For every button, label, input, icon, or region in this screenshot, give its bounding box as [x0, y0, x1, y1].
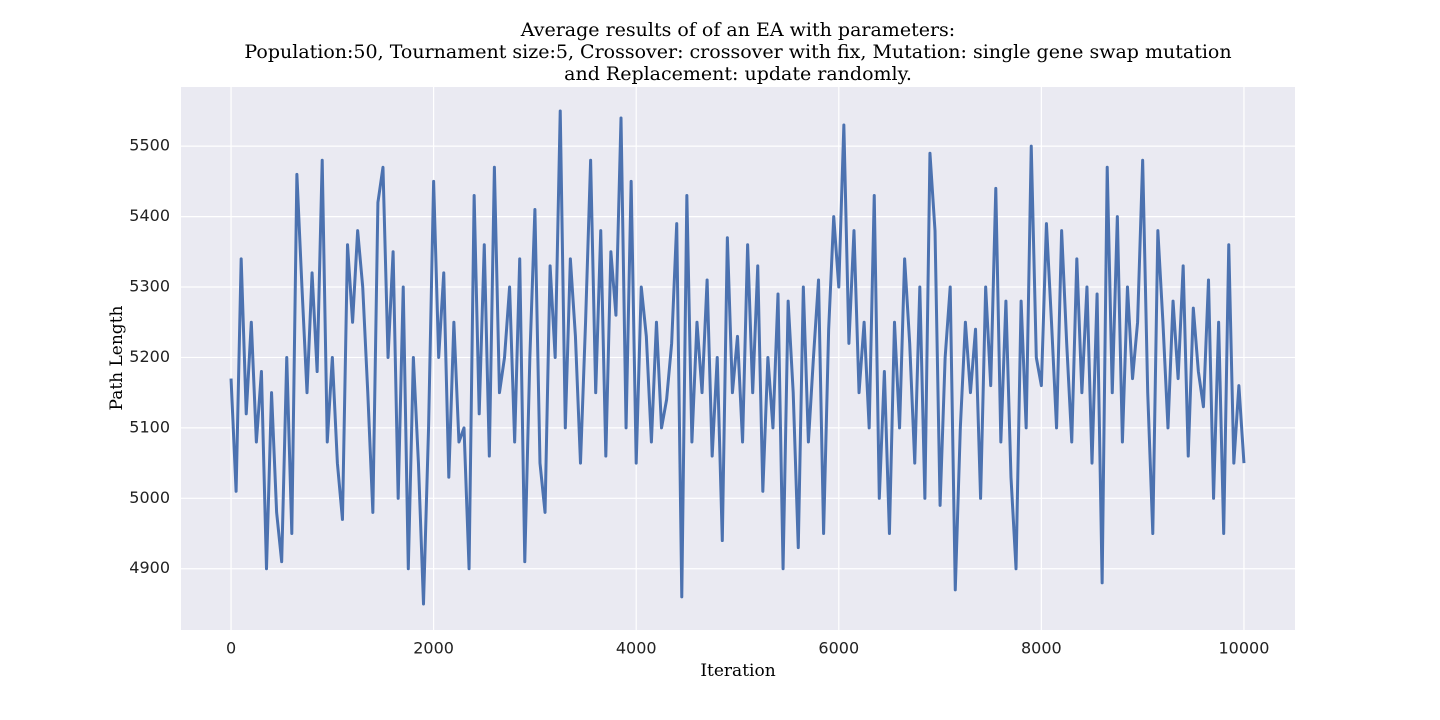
- x-tick-label: 0: [226, 639, 236, 658]
- y-tick-label: 5200: [129, 347, 170, 366]
- y-tick-label: 5300: [129, 277, 170, 296]
- title-line: Average results of of an EA with paramet…: [520, 19, 955, 41]
- x-tick-label: 6000: [818, 639, 859, 658]
- y-tick-label: 5500: [129, 136, 170, 155]
- x-tick-label: 8000: [1021, 639, 1062, 658]
- y-tick-label: 4900: [129, 558, 170, 577]
- title-line: and Replacement: update randomly.: [564, 63, 912, 85]
- y-tick-label: 5400: [129, 206, 170, 225]
- x-axis-label: Iteration: [700, 661, 775, 681]
- y-tick-label: 5000: [129, 488, 170, 507]
- x-tick-label: 2000: [413, 639, 454, 658]
- x-tick-label: 10000: [1218, 639, 1269, 658]
- data-line: [229, 109, 1246, 606]
- chart-title: Average results of of an EA with paramet…: [244, 19, 1231, 85]
- title-line: Population:50, Tournament size:5, Crosso…: [244, 41, 1231, 63]
- y-tick-label: 5100: [129, 417, 170, 436]
- y-axis-label: Path Length: [107, 305, 127, 410]
- x-tick-label: 4000: [616, 639, 657, 658]
